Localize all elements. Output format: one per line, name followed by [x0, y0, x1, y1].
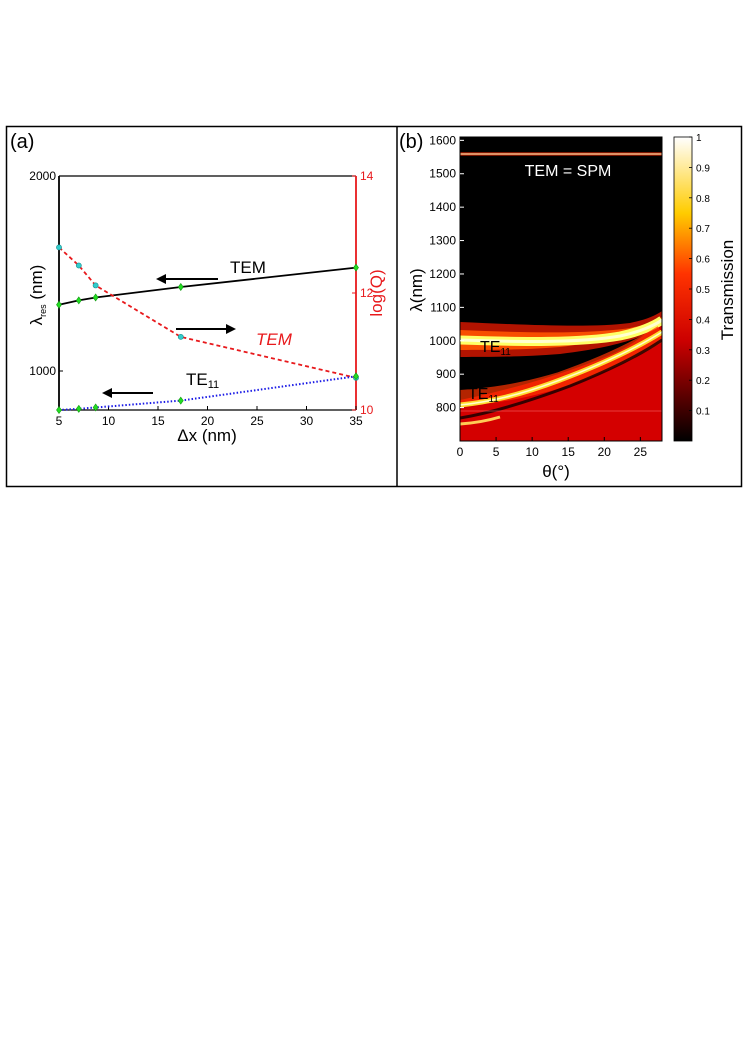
a-x-tick-label: 10 [102, 414, 116, 428]
a-y-right-tick-label: 14 [360, 169, 374, 183]
a-x-ticks: 5 10 15 20 25 30 35 [56, 406, 363, 428]
b-y-tick-label: 900 [436, 367, 456, 381]
a-data-point [56, 244, 62, 251]
colorbar-ticks: 0.1 0.2 0.3 0.4 0.5 0.6 0.7 0.8 0.9 1 [689, 133, 710, 418]
tem-spm-label: TEM = SPM [525, 163, 612, 180]
b-y-tick-label: 1000 [429, 334, 456, 348]
heatmap-frame [459, 136, 663, 442]
a-data-point [56, 405, 62, 415]
a-data-point [75, 296, 82, 305]
colorbar-tick-label: 0.5 [696, 285, 710, 296]
panel-b-label: (b) [399, 131, 423, 153]
a-data-point [92, 282, 99, 289]
a-data-point [177, 282, 184, 291]
b-y-tick-label: 800 [436, 401, 456, 415]
te11-lower-band-core [460, 331, 662, 406]
b-y-tick-label: 1400 [429, 200, 456, 214]
te11-upper-label: TE11 [480, 339, 511, 358]
b-y-axis-label: λ(nm) [407, 268, 426, 311]
a-y-left-tick-label: 1000 [29, 364, 56, 378]
a-y-right-tick-label: 12 [360, 286, 374, 300]
a-data-point [353, 263, 359, 272]
te11-lower-label: TE11 [468, 386, 499, 405]
b-y-tick-label: 1600 [429, 133, 456, 147]
b-y-tick-label: 1100 [430, 300, 456, 314]
b-x-tick-label: 20 [598, 445, 612, 459]
b-x-tick-label: 10 [525, 445, 539, 459]
heatmap-dark-stripe [460, 338, 662, 420]
colorbar-tick-label: 0.2 [696, 376, 710, 387]
b-x-ticks: 0 5 10 15 20 25 [457, 437, 648, 459]
tem-red-annotation: TEM [256, 330, 293, 349]
colorbar-tick-label: 0.8 [696, 194, 710, 205]
a-series-line-1 [58, 246, 357, 379]
a-data-point [177, 396, 184, 405]
a-x-axis-label: Δx (nm) [177, 426, 237, 445]
colorbar-tick-label: 0.3 [696, 346, 710, 357]
panel-b: (b) 0 5 10 15 20 25 8 [399, 131, 737, 481]
a-data-point [75, 404, 82, 413]
b-y-tick-label: 1500 [429, 167, 456, 181]
a-y-left-tick-label: 2000 [29, 169, 56, 183]
a-series-line-0 [58, 266, 357, 306]
colorbar-tick-label: 0.7 [696, 224, 710, 235]
a-series-layer [56, 244, 359, 415]
heatmap [460, 137, 662, 441]
a-data-point [92, 403, 99, 412]
te11-upper-band-core [460, 318, 662, 343]
a-y-right-axis-label: log(Q) [367, 269, 386, 316]
a-x-tick-label: 30 [300, 414, 314, 428]
a-x-tick-label: 5 [56, 414, 63, 428]
heatmap-bottom-sliver [460, 415, 501, 426]
panel-a-label: (a) [10, 131, 34, 153]
colorbar-tick-label: 0.9 [696, 163, 710, 174]
a-x-tick-label: 15 [151, 414, 165, 428]
a-y-left-ticks: 1000 2000 [29, 169, 63, 378]
b-y-tick-label: 1200 [429, 267, 456, 281]
a-data-point [177, 333, 184, 340]
b-x-tick-label: 25 [634, 445, 648, 459]
a-data-point [75, 262, 82, 269]
colorbar-tick-label: 0.6 [696, 255, 710, 266]
a-x-tick-label: 25 [250, 414, 264, 428]
colorbar-tick-label: 1 [696, 133, 702, 144]
b-y-tick-label: 1300 [429, 234, 456, 248]
a-data-point [56, 300, 62, 309]
b-x-tick-label: 15 [562, 445, 576, 459]
b-x-tick-label: 0 [457, 445, 464, 459]
a-data-point [92, 293, 99, 302]
a-x-tick-label: 20 [201, 414, 215, 428]
figure-frame [5, 125, 743, 488]
a-y-right-tick-label: 10 [360, 403, 374, 417]
colorbar-tick-label: 0.1 [696, 407, 710, 418]
colorbar-label: Transmission [718, 240, 737, 340]
b-x-tick-label: 5 [493, 445, 500, 459]
a-y-left-axis-label: λres (nm) [27, 265, 48, 326]
a-x-tick-label: 35 [349, 414, 363, 428]
te11-annotation: TE11 [186, 370, 219, 391]
a-y-right-ticks: 10 12 14 [352, 169, 374, 417]
colorbar-tick-label: 0.4 [696, 315, 710, 326]
a-data-point [353, 372, 359, 381]
b-y-ticks: 800 900 1000 1100 1200 1300 1400 1500 1600 [429, 133, 464, 415]
b-x-axis-label: θ(°) [542, 462, 570, 481]
tem-black-annotation: TEM [230, 258, 266, 277]
panel-a: (a) 5 10 15 20 25 30 35 1000 2000 10 12 14 Δx (nm… [10, 131, 386, 445]
